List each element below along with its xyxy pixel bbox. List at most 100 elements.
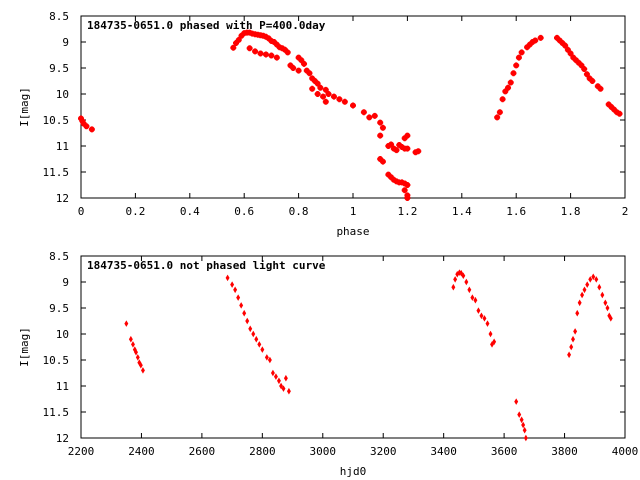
data-point — [371, 112, 378, 119]
data-point — [330, 93, 337, 100]
data-point — [325, 91, 332, 97]
chart-title: 184735-0651.0 not phased light curve — [87, 259, 326, 272]
data-point — [490, 341, 494, 348]
data-point — [235, 36, 242, 43]
data-point — [562, 42, 569, 49]
data-point — [583, 71, 590, 78]
data-point — [515, 54, 522, 61]
data-point — [124, 320, 129, 327]
data-point — [360, 109, 367, 116]
data-point — [268, 52, 275, 59]
data-point — [135, 354, 140, 361]
data-point — [513, 62, 520, 69]
data-point — [529, 39, 536, 45]
data-point — [522, 426, 527, 434]
data-point — [401, 187, 408, 194]
x-tick-label: 0.8 — [289, 205, 309, 218]
data-point — [317, 84, 324, 91]
data-point — [554, 34, 560, 41]
data-point — [385, 143, 392, 149]
data-point — [388, 141, 395, 148]
data-point — [306, 70, 313, 77]
data-point — [482, 315, 487, 322]
data-point — [273, 373, 278, 380]
data-point — [570, 54, 577, 61]
y-tick-label: 10.5 — [43, 354, 70, 367]
data-point — [567, 351, 572, 359]
data-point — [279, 45, 286, 52]
data-point — [453, 276, 458, 283]
data-point — [309, 85, 316, 92]
data-point — [524, 44, 531, 51]
x-tick-label: 3800 — [551, 445, 578, 458]
data-point — [273, 41, 280, 48]
data-point — [254, 335, 259, 343]
data-point — [128, 335, 133, 343]
data-point — [225, 274, 230, 282]
data-point — [251, 330, 256, 338]
data-point — [594, 276, 599, 283]
data-point — [267, 356, 272, 364]
data-point — [578, 62, 585, 69]
data-point — [589, 78, 596, 84]
data-point — [412, 149, 419, 156]
data-point — [588, 276, 593, 283]
data-point — [138, 361, 143, 369]
data-point — [379, 124, 386, 131]
data-point — [88, 126, 95, 133]
y-tick-label: 10.5 — [43, 114, 70, 127]
data-point — [140, 367, 145, 374]
data-point — [613, 109, 620, 116]
data-point — [236, 294, 241, 301]
data-point — [314, 91, 321, 97]
data-point — [83, 123, 90, 130]
y-tick-label: 8.5 — [49, 250, 69, 263]
data-point — [377, 119, 384, 126]
data-point — [271, 39, 278, 45]
data-point — [398, 144, 405, 151]
data-point — [262, 33, 269, 40]
y-axis-label: I[mag] — [18, 327, 31, 367]
x-tick-label: 3000 — [310, 445, 337, 458]
y-tick-label: 9.5 — [49, 62, 69, 75]
y-tick-label: 12 — [56, 432, 69, 445]
x-tick-label: 3200 — [370, 445, 397, 458]
data-point — [464, 278, 469, 286]
x-tick-label: 0 — [78, 205, 85, 218]
y-tick-label: 11.5 — [43, 406, 70, 419]
data-point — [290, 65, 297, 71]
axis-ticks: 2200 2400 2600 2800 3000 3200 3400 3600 3800 4000… — [43, 250, 639, 458]
data-point — [276, 44, 283, 51]
data-point — [257, 50, 264, 57]
data-point — [451, 283, 456, 291]
x-tick-label: 2800 — [249, 445, 276, 458]
x-tick-label: 0.6 — [234, 205, 254, 218]
data-point — [580, 291, 585, 299]
data-point — [283, 374, 288, 382]
data-point — [605, 304, 610, 312]
data-point — [496, 109, 503, 116]
data-point — [295, 54, 302, 61]
data-point — [401, 180, 408, 187]
y-tick-label: 11 — [56, 380, 69, 393]
data-point — [262, 51, 269, 58]
data-point — [537, 34, 544, 41]
y-tick-label: 12 — [56, 192, 69, 205]
data-point — [573, 328, 578, 335]
data-point — [505, 84, 512, 91]
data-point — [134, 348, 138, 356]
data-point — [260, 346, 265, 353]
data-point — [248, 325, 253, 333]
data-point — [415, 148, 422, 155]
data-point — [281, 385, 286, 392]
data-point — [608, 315, 613, 322]
data-point — [591, 273, 596, 281]
data-point — [510, 70, 517, 77]
data-point — [608, 104, 615, 110]
data-point — [404, 145, 411, 152]
data-point — [594, 83, 601, 90]
data-point — [575, 309, 580, 317]
data-point — [507, 79, 514, 86]
data-point — [366, 114, 373, 121]
data-point — [573, 57, 580, 64]
